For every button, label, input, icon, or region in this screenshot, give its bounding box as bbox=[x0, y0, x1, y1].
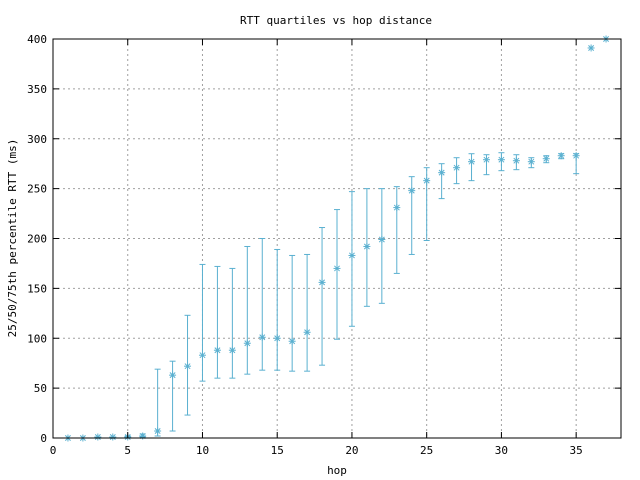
median-point bbox=[557, 152, 565, 160]
error-bars bbox=[94, 152, 580, 439]
median-point bbox=[243, 339, 251, 347]
chart-title: RTT quartiles vs hop distance bbox=[240, 14, 432, 27]
error-bar bbox=[154, 368, 161, 437]
y-tick-label: 300 bbox=[27, 133, 47, 146]
grid bbox=[53, 39, 621, 438]
error-bar bbox=[334, 209, 340, 340]
error-bar bbox=[214, 265, 221, 379]
error-bar bbox=[289, 254, 296, 372]
error-bar bbox=[304, 253, 311, 372]
x-tick-label: 0 bbox=[50, 444, 57, 457]
median-point bbox=[198, 351, 206, 359]
median-point bbox=[393, 204, 401, 212]
median-point bbox=[318, 278, 326, 286]
median-point bbox=[378, 235, 386, 243]
error-bar bbox=[468, 153, 475, 182]
median-point bbox=[468, 158, 476, 166]
error-bar bbox=[199, 263, 206, 382]
error-bar bbox=[274, 248, 281, 371]
plot-frame bbox=[52, 38, 622, 439]
y-tick-label: 350 bbox=[27, 83, 47, 96]
error-bar bbox=[319, 227, 326, 366]
median-point bbox=[497, 156, 505, 164]
y-tick-label: 100 bbox=[27, 332, 47, 345]
y-tick-label: 50 bbox=[34, 382, 47, 395]
x-axis-label: hop bbox=[327, 464, 347, 477]
median-point bbox=[303, 328, 311, 336]
median-point bbox=[423, 177, 431, 185]
error-bar bbox=[438, 163, 445, 200]
median-point bbox=[453, 164, 461, 172]
median-point bbox=[273, 334, 281, 342]
median-point bbox=[572, 152, 580, 160]
x-tick-label: 25 bbox=[420, 444, 433, 457]
median-point bbox=[184, 362, 192, 370]
median-point bbox=[512, 157, 520, 165]
x-tick-label: 5 bbox=[124, 444, 131, 457]
median-point bbox=[169, 371, 177, 379]
median-point bbox=[258, 333, 266, 341]
x-tick-label: 35 bbox=[570, 444, 583, 457]
median-point bbox=[109, 433, 117, 441]
y-tick-label: 0 bbox=[40, 432, 47, 445]
error-bar bbox=[378, 188, 385, 304]
median-point bbox=[348, 251, 356, 259]
error-bar bbox=[259, 238, 266, 371]
y-tick-label: 200 bbox=[27, 233, 47, 246]
error-bar bbox=[393, 186, 400, 274]
median-point bbox=[228, 346, 236, 354]
median-point bbox=[213, 346, 221, 354]
median-point bbox=[587, 44, 595, 52]
y-axis-label: 25/50/75th percentile RTT (ms) bbox=[6, 139, 19, 338]
median-point bbox=[154, 427, 162, 435]
median-point bbox=[333, 264, 341, 272]
median-point bbox=[288, 337, 296, 345]
median-point bbox=[94, 433, 102, 441]
median-point bbox=[542, 155, 550, 163]
x-tick-label: 20 bbox=[345, 444, 358, 457]
median-point bbox=[408, 187, 416, 195]
y-tick-label: 250 bbox=[27, 183, 47, 196]
error-bar bbox=[229, 267, 236, 379]
y-tick-label: 150 bbox=[27, 282, 47, 295]
median-point bbox=[482, 156, 490, 164]
x-tick-label: 30 bbox=[495, 444, 508, 457]
x-tick-label: 15 bbox=[271, 444, 284, 457]
median-point bbox=[527, 158, 535, 166]
error-bar bbox=[244, 245, 251, 375]
median-point bbox=[438, 169, 446, 177]
median-point bbox=[363, 242, 371, 250]
y-tick-label: 400 bbox=[27, 33, 47, 46]
x-tick-label: 10 bbox=[196, 444, 209, 457]
